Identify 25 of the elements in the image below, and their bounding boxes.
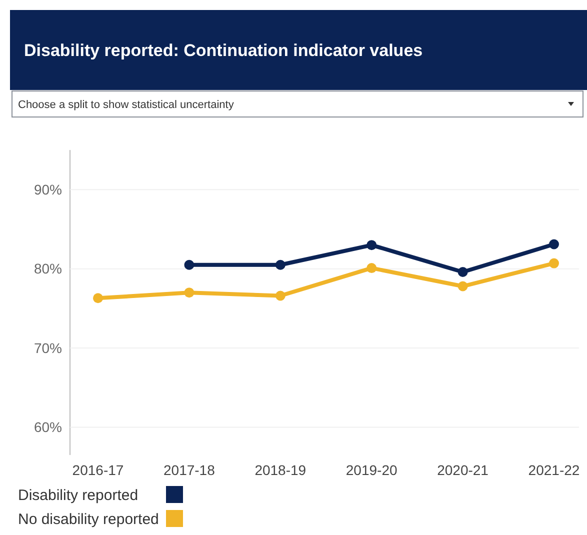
point [275, 290, 286, 301]
y-tick-label: 80% [34, 260, 62, 277]
legend-label: No disability reported [18, 511, 159, 528]
x-tick-label: 2021-22 [528, 462, 580, 478]
x-tick-label: 2018-19 [254, 462, 306, 478]
point [184, 260, 194, 270]
point [184, 288, 194, 298]
x-tick-label: 2020-21 [437, 462, 489, 478]
x-tick-label: 2016-17 [72, 462, 124, 478]
point [549, 239, 559, 250]
point [275, 260, 286, 270]
y-tick-label: 60% [34, 419, 62, 436]
point [458, 281, 468, 292]
y-tick-label: 90% [34, 182, 62, 198]
point [366, 263, 377, 274]
x-tick-label: 2017-18 [164, 462, 216, 478]
dropdown: Choose a split to show statistical uncertainty [12, 90, 584, 118]
point [458, 267, 468, 277]
y-tick-label: 70% [34, 340, 62, 356]
x-tick-label: 2019-20 [346, 462, 398, 478]
point [549, 258, 559, 268]
point [93, 293, 103, 304]
chart-title: Disability reported: Continuation indicator values [24, 41, 423, 60]
legend-label: Disability reported [18, 487, 138, 504]
point [366, 240, 377, 250]
